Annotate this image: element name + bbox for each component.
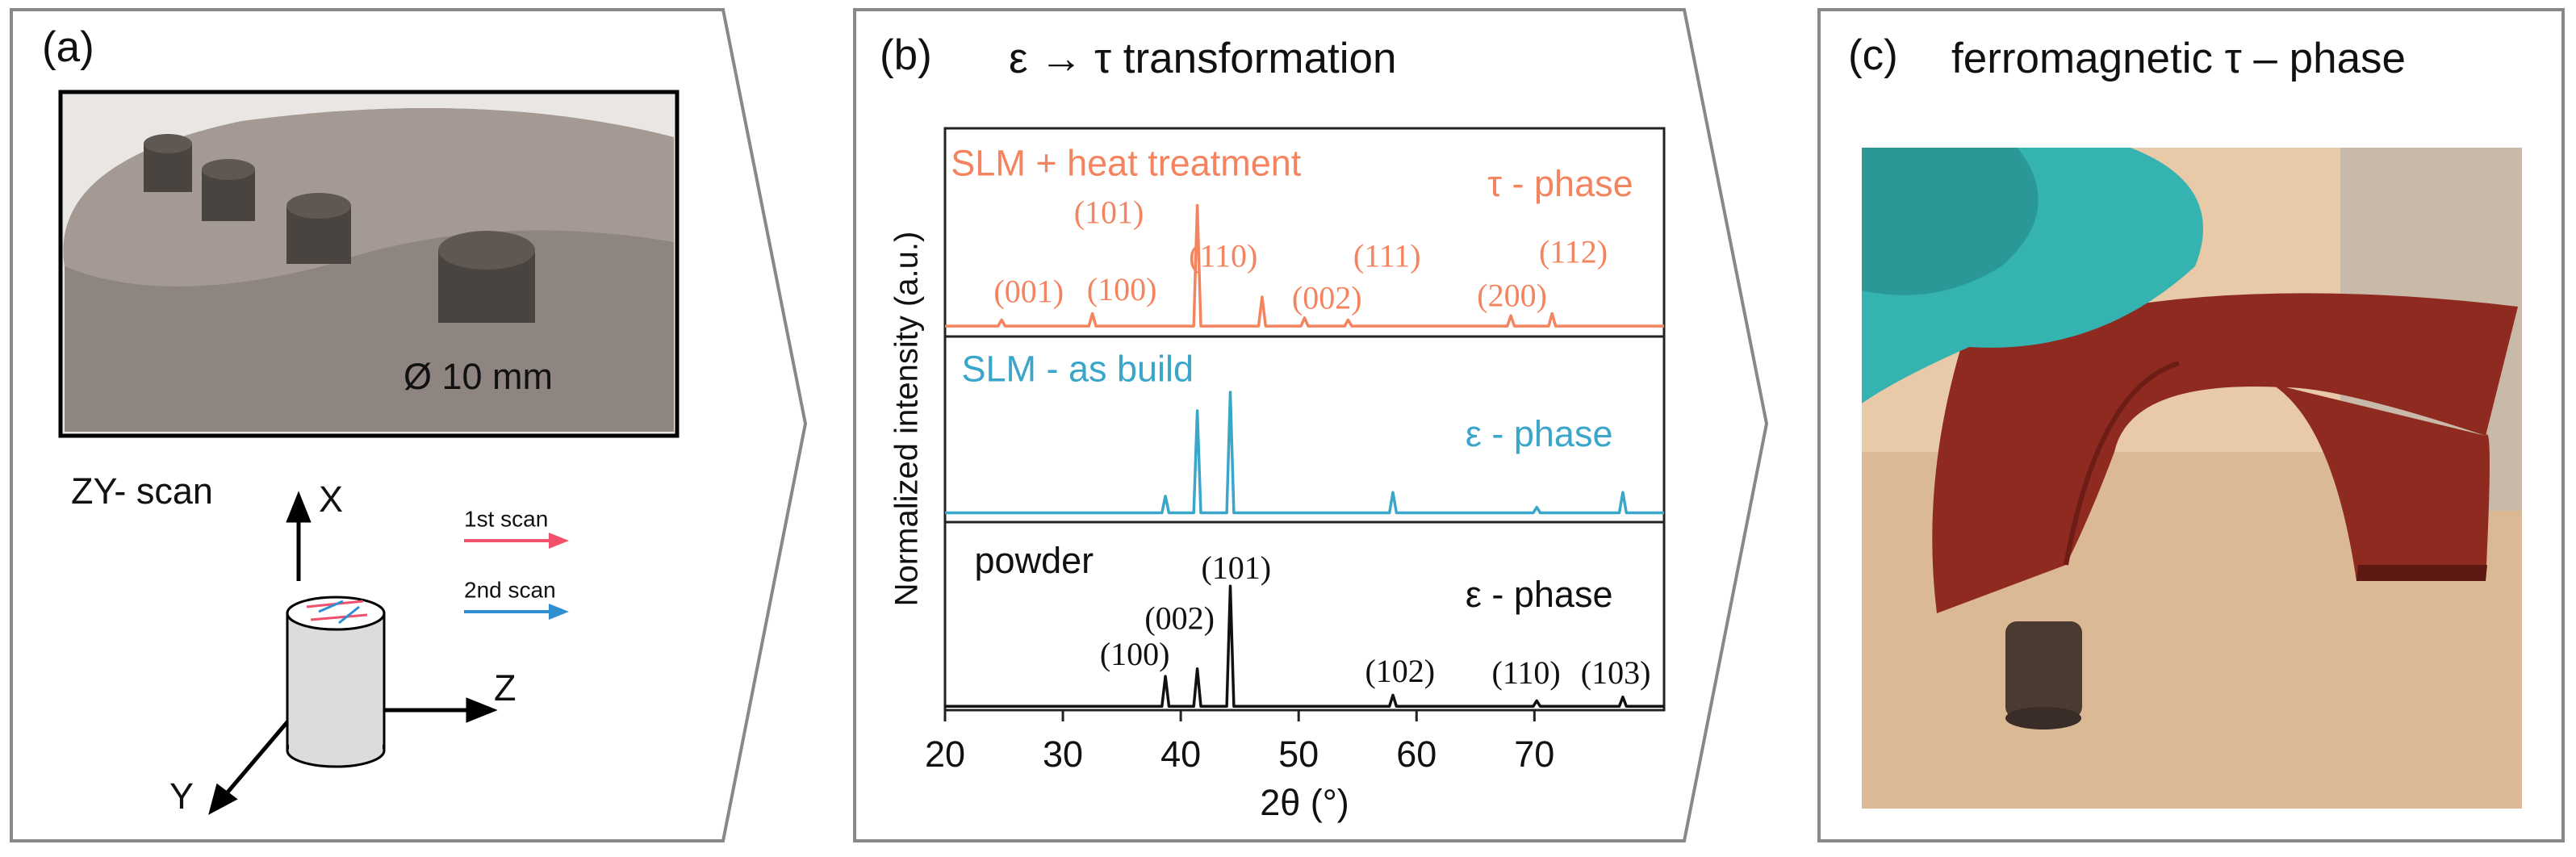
panel-b-frame [853,8,1769,842]
series-label: ε - phase [1466,574,1613,615]
peak-label: (100) [1100,636,1170,672]
peak-label: (101) [1201,550,1271,586]
peak-label: (101) [1074,194,1144,231]
peak-label: (001) [993,274,1064,310]
magnet-photo [1862,148,2522,809]
axis-y-label: Y [169,775,194,817]
series-label: τ - phase [1487,163,1633,204]
scan-title: ZY- scan [71,470,213,512]
panel-label: (c) [1848,31,1898,79]
peak-label: (110) [1189,238,1257,274]
series-label: ε - phase [1466,413,1613,454]
peak-label: (002) [1144,600,1215,637]
panel-title: ferromagnetic τ – phase [1951,35,2406,82]
panel-label: (a) [42,23,94,71]
panel-title: ε → τ transformation [1009,35,1397,82]
scan-legend: 1st scan [464,506,548,531]
axis-x-label: X [319,479,343,520]
plot-frame [943,127,1666,712]
x-tick-label: 50 [1278,734,1319,775]
peak-label: (002) [1292,279,1362,316]
x-axis-label: 2θ (°) [1260,782,1349,823]
peak-label: (102) [1365,653,1435,689]
xrd-pattern [945,584,1664,709]
panel-label: (b) [880,31,932,79]
scan-legend: 2nd scan [464,577,556,602]
series-label: SLM - as build [961,349,1194,390]
scan-schematic [208,491,569,815]
peak-label: (110) [1492,654,1561,691]
diameter-label: Ø 10 mm [404,356,553,397]
x-tick-label: 20 [925,734,965,775]
xrd-pattern [945,203,1664,328]
sample-photo [58,90,680,438]
x-tick-label: 40 [1160,734,1201,775]
peak-label: (112) [1539,234,1608,270]
x-tick-label: 30 [1043,734,1083,775]
peak-label: (200) [1477,278,1547,314]
series-label: SLM + heat treatment [951,142,1301,183]
peak-label: (100) [1087,271,1157,307]
x-tick-label: 60 [1396,734,1436,775]
xrd-pattern [945,391,1664,515]
peak-label: (111) [1353,238,1421,274]
series-label: powder [975,540,1094,581]
x-tick-label: 70 [1514,734,1554,775]
peak-label: (103) [1581,654,1651,691]
y-axis-label: Normalized intensity (a.u.) [889,232,925,607]
axis-z-label: Z [494,667,516,709]
